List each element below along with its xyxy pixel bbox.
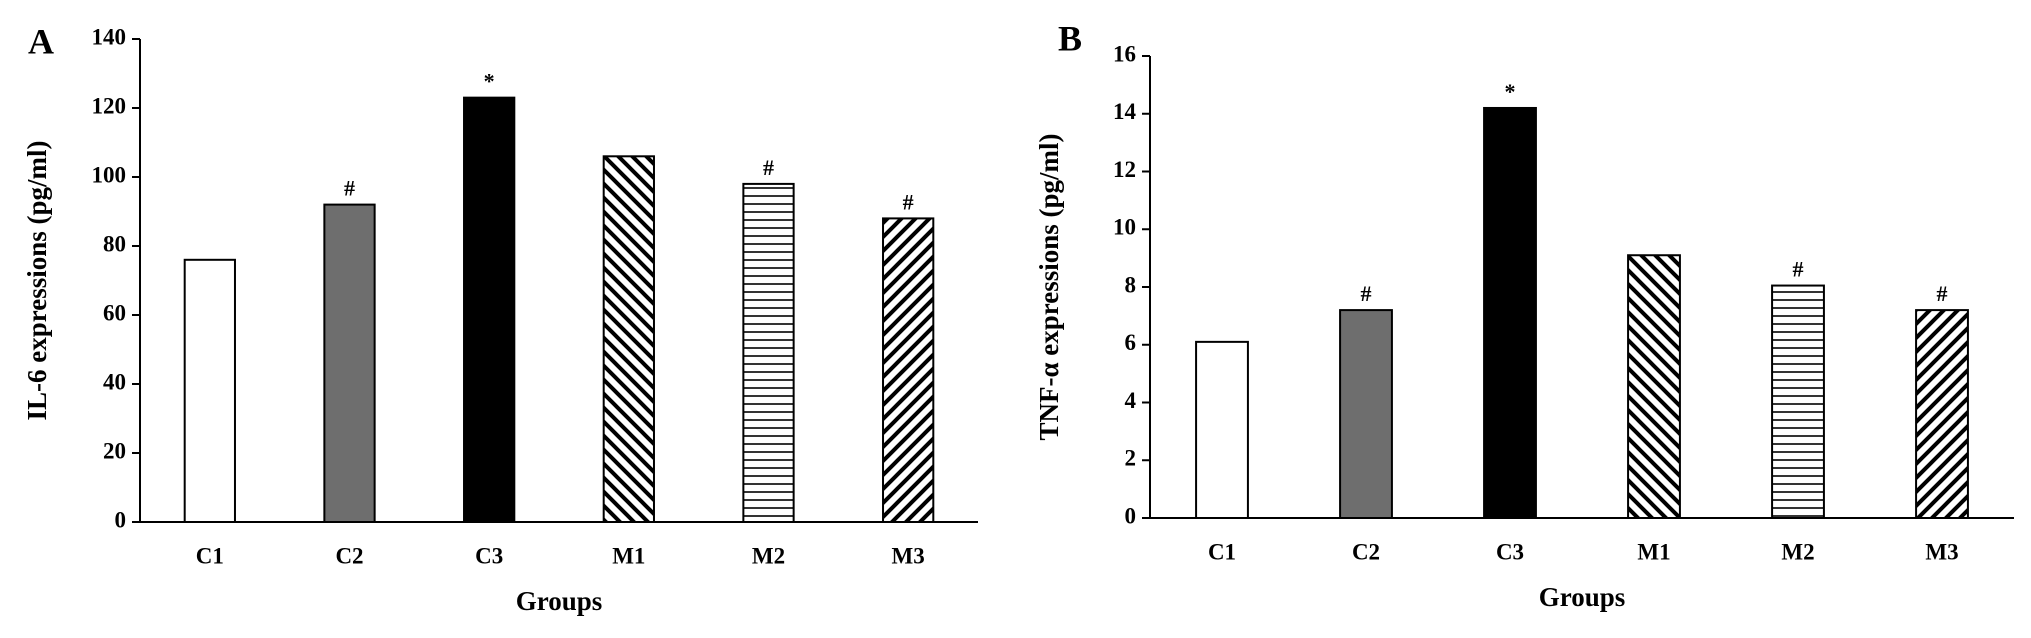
x-tick-label: M3 [1925,539,1958,564]
bar [1483,106,1537,519]
significance-mark: # [1361,281,1372,306]
significance-mark: # [1793,257,1804,282]
x-tick-label: C3 [1496,539,1524,564]
bar [602,155,655,524]
x-tick-label: M3 [892,543,925,568]
x-tick-label: C3 [475,543,503,568]
y-tick-label: 12 [1113,157,1136,182]
y-tick-label: 140 [92,24,127,49]
bar [1771,284,1825,519]
y-tick-label: 4 [1125,388,1137,413]
y-tick-label: 10 [1113,215,1136,240]
x-axis-label: Groups [1539,582,1626,612]
x-tick-label: M2 [1781,539,1814,564]
x-tick-label: C2 [1352,539,1380,564]
bar [323,203,376,523]
y-tick-label: 80 [103,231,126,256]
y-tick-label: 40 [103,369,126,394]
y-tick-label: 14 [1113,99,1137,124]
bar [882,217,935,523]
bar [183,258,236,523]
x-tick-label: C2 [335,543,363,568]
y-tick-label: 60 [103,300,126,325]
y-tick-label: 0 [1125,503,1137,528]
significance-mark: * [484,69,495,94]
y-tick-label: 2 [1125,446,1137,471]
y-tick-label: 6 [1125,330,1137,355]
x-tick-label: M1 [612,543,645,568]
x-tick-label: C1 [1208,539,1236,564]
x-tick-label: C1 [196,543,224,568]
panel-label: B [1058,18,1082,58]
y-axis-label: TNF-α expressions (pg/ml) [1034,133,1064,440]
bar [1339,309,1393,519]
y-tick-label: 0 [115,507,127,532]
x-tick-label: M1 [1637,539,1670,564]
significance-mark: # [1937,281,1948,306]
y-axis-label: IL-6 expressions (pg/ml) [22,140,52,420]
x-axis-label: Groups [516,586,603,616]
y-tick-label: 20 [103,438,126,463]
panel-label: A [28,21,54,61]
y-tick-label: 8 [1125,272,1137,297]
bar [742,182,795,523]
significance-mark: # [903,189,914,214]
significance-mark: # [344,176,355,201]
y-tick-label: 120 [92,93,127,118]
y-tick-label: 100 [92,162,127,187]
significance-mark: # [763,155,774,180]
y-tick-label: 16 [1113,41,1136,66]
bar [1195,340,1249,519]
bar [1915,309,1969,519]
bar [1627,254,1681,520]
bar [463,96,516,524]
x-tick-label: M2 [752,543,785,568]
significance-mark: * [1505,79,1516,104]
